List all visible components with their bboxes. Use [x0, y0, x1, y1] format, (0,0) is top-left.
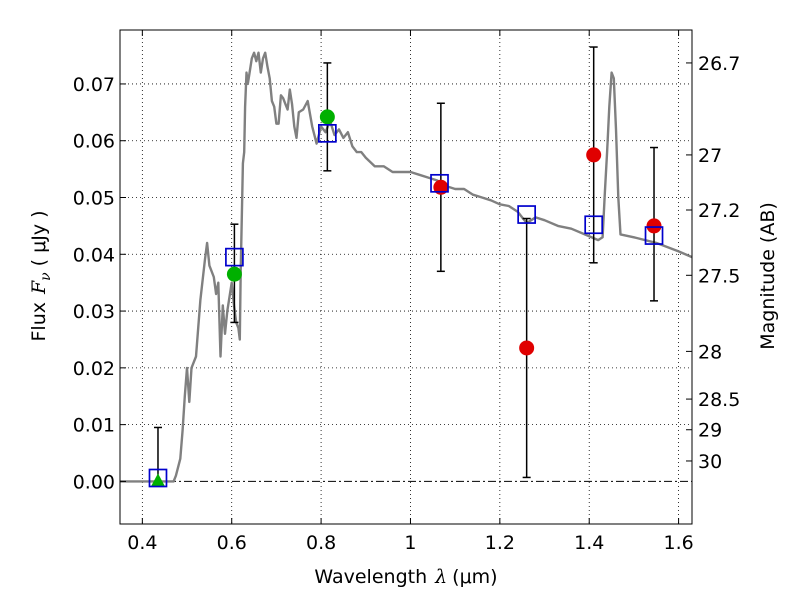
observed-point-triangle [150, 473, 165, 487]
x-tick-label: 1 [404, 532, 416, 554]
observed-markers [150, 109, 662, 487]
grid-lines [120, 30, 692, 524]
observed-point [586, 147, 602, 163]
y-tick-label: 0.02 [73, 358, 115, 380]
model-point [584, 215, 604, 235]
y2-tick-label: 26.7 [698, 53, 740, 75]
x-tick-label: 1.2 [485, 532, 515, 554]
x-tick-label: 0.4 [127, 532, 157, 554]
model-point [225, 247, 244, 267]
error-bars [153, 46, 659, 482]
y2-tick-label: 28 [698, 341, 722, 363]
x-tick-label: 1.4 [574, 532, 604, 554]
y-tick-label: 0.01 [73, 415, 115, 437]
model-point [430, 173, 449, 193]
y2-tick-label: 27 [698, 145, 722, 167]
plot-frame [119, 29, 693, 525]
model-sed-line [120, 51, 693, 483]
y2-axis-title: Magnitude (AB) [757, 202, 779, 350]
x-tick-label: 1.6 [663, 532, 693, 554]
observed-point [646, 218, 662, 234]
model-point [148, 468, 168, 488]
y2-tick-label: 27.5 [698, 265, 740, 287]
y-tick-label: 0.05 [73, 188, 115, 210]
y-axis-ticks: 0.00 0.01 0.02 0.03 0.04 0.05 0.06 0.07 [73, 74, 126, 493]
y-tick-label: 0.07 [73, 74, 115, 96]
y-tick-label: 0.04 [73, 244, 115, 266]
model-point [644, 226, 664, 245]
observed-point [519, 340, 535, 356]
model-point [517, 205, 537, 224]
y2-tick-label: 28.5 [698, 389, 740, 411]
y2-tick-label: 27.2 [698, 200, 740, 222]
x-tick-label: 0.6 [217, 532, 247, 554]
y2-axis-ticks: 26.7 27 27.2 27.5 28 28.5 29 30 [686, 53, 740, 473]
x-axis-title: Wavelength λ (μm) [314, 566, 497, 588]
y-tick-label: 0.00 [73, 471, 115, 493]
model-point [318, 123, 337, 143]
y-tick-label: 0.03 [73, 301, 115, 323]
y-tick-label: 0.06 [73, 131, 115, 153]
y2-tick-label: 30 [698, 451, 722, 473]
observed-point [319, 109, 335, 125]
x-axis-ticks: 0.4 0.6 0.8 1 1.2 1.4 1.6 [127, 30, 694, 554]
y2-tick-label: 29 [698, 420, 722, 442]
y-axis-title: FluxFν( μJy ) [28, 210, 54, 341]
x-tick-label: 0.8 [306, 532, 336, 554]
model-markers [148, 123, 664, 488]
observed-point [226, 266, 242, 282]
